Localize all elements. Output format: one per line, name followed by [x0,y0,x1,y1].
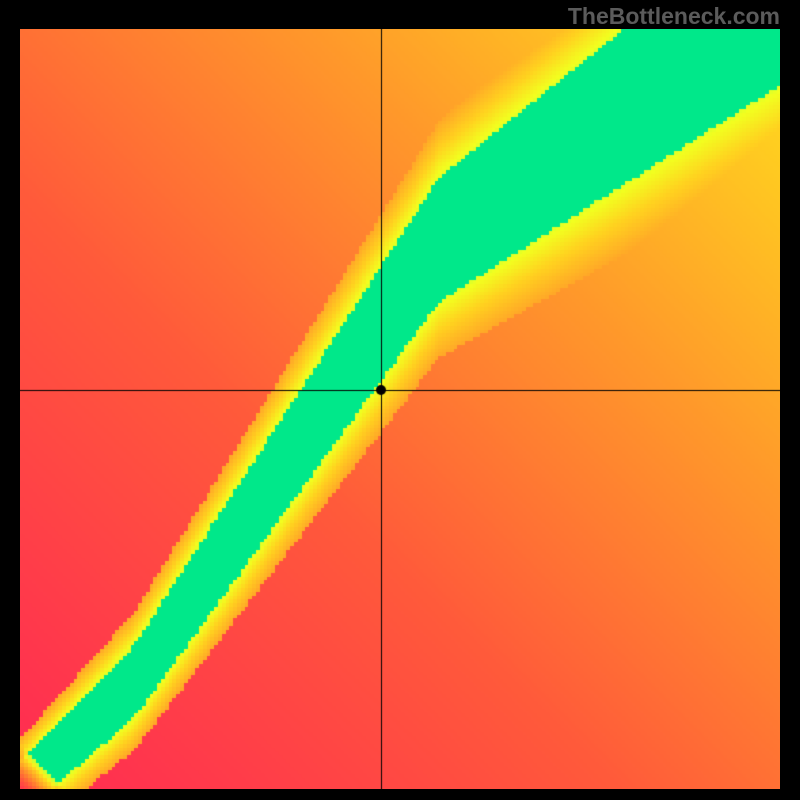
chart-container: { "chart": { "type": "heatmap", "canvas"… [0,0,800,800]
watermark-text: TheBottleneck.com [568,3,780,30]
bottleneck-heatmap [20,29,780,789]
